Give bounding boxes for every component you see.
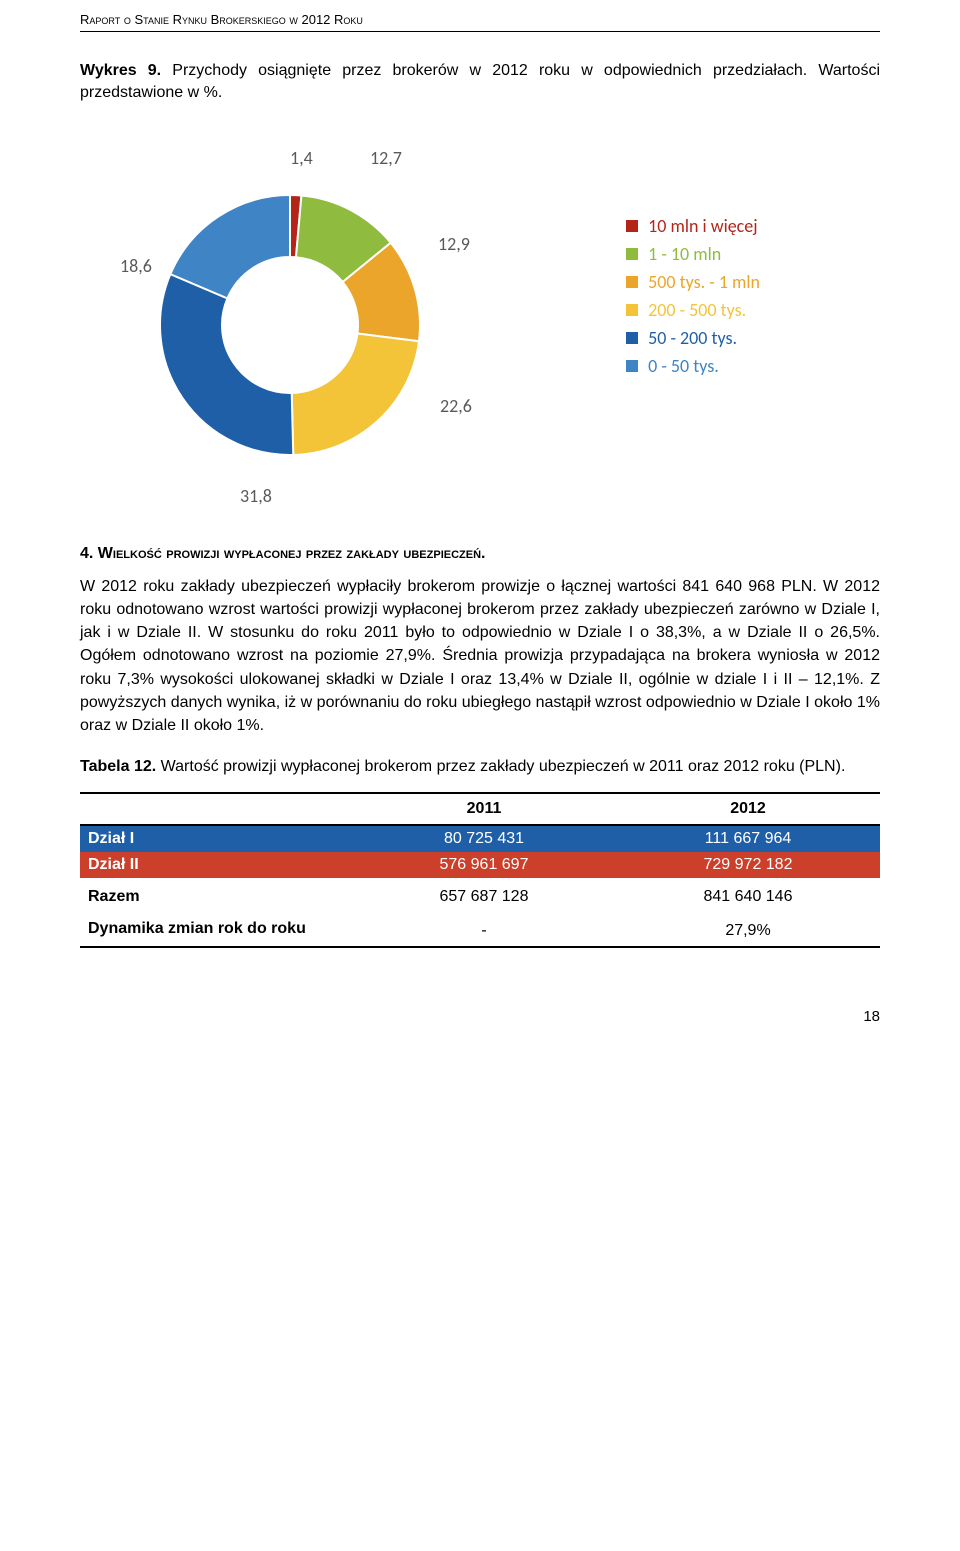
table-caption-prefix: Tabela 12. [80, 758, 156, 775]
slice-label: 12,7 [370, 147, 402, 169]
row-label: Razem [80, 878, 352, 916]
legend-item: 10 mln i więcej [626, 215, 760, 237]
donut-slice [292, 333, 419, 454]
slice-label: 31,8 [240, 485, 272, 507]
cell: 841 640 146 [616, 878, 880, 916]
slice-label: 22,6 [440, 395, 472, 417]
page-number: 18 [80, 1008, 880, 1025]
row-label: Dział I [80, 825, 352, 852]
donut-slice [160, 274, 293, 455]
legend-swatch [626, 304, 638, 316]
row-label: Dział II [80, 852, 352, 878]
cell: 657 687 128 [352, 878, 616, 916]
table-caption: Tabela 12. Wartość prowizji wypłaconej b… [80, 755, 880, 778]
legend-label: 0 - 50 tys. [648, 355, 719, 377]
legend-item: 50 - 200 tys. [626, 327, 760, 349]
row-label: Dynamika zmian rok do roku [80, 916, 352, 947]
cell: 80 725 431 [352, 825, 616, 852]
table-row-dynamics: Dynamika zmian rok do roku - 27,9% [80, 916, 880, 947]
legend-label: 200 - 500 tys. [648, 299, 746, 321]
legend-label: 500 tys. - 1 mln [648, 271, 760, 293]
cell: 27,9% [616, 916, 880, 947]
legend-item: 500 tys. - 1 mln [626, 271, 760, 293]
legend-label: 50 - 200 tys. [648, 327, 737, 349]
section-title: Wielkość prowizji wypłaconej przez zakła… [98, 545, 486, 562]
table-row: Dział I 80 725 431 111 667 964 [80, 825, 880, 852]
slice-label: 1,4 [290, 147, 313, 169]
legend-item: 0 - 50 tys. [626, 355, 760, 377]
body-paragraph: W 2012 roku zakłady ubezpieczeń wypłacił… [80, 575, 880, 737]
slice-label: 12,9 [438, 233, 470, 255]
table-row-total: Razem 657 687 128 841 640 146 [80, 878, 880, 916]
legend-swatch [626, 220, 638, 232]
section-number: 4. [80, 545, 93, 562]
chart-title-prefix: Wykres 9. [80, 62, 161, 79]
report-header: Raport o Stanie Rynku Brokerskiego w 201… [80, 0, 880, 32]
donut-chart [120, 155, 460, 500]
legend-item: 1 - 10 mln [626, 243, 760, 265]
col-2011: 2011 [352, 793, 616, 825]
slice-label: 18,6 [120, 255, 152, 277]
donut-chart-area: 1,412,712,922,631,818,6 10 mln i więcej1… [80, 135, 880, 515]
data-table: 2011 2012 Dział I 80 725 431 111 667 964… [80, 792, 880, 948]
cell: 729 972 182 [616, 852, 880, 878]
legend-swatch [626, 360, 638, 372]
table-row: Dział II 576 961 697 729 972 182 [80, 852, 880, 878]
cell: - [352, 916, 616, 947]
cell: 576 961 697 [352, 852, 616, 878]
legend-swatch [626, 332, 638, 344]
legend-item: 200 - 500 tys. [626, 299, 760, 321]
chart-legend: 10 mln i więcej 1 - 10 mln 500 tys. - 1 ml… [626, 215, 760, 383]
table-caption-rest: Wartość prowizji wypłaconej brokerom prz… [156, 758, 845, 775]
section-heading: 4. Wielkość prowizji wypłaconej przez za… [80, 545, 880, 563]
cell: 111 667 964 [616, 825, 880, 852]
legend-label: 10 mln i więcej [648, 215, 757, 237]
chart-title-rest: Przychody osiągnięte przez brokerów w 20… [80, 62, 880, 101]
legend-label: 1 - 10 mln [648, 243, 721, 265]
legend-swatch [626, 276, 638, 288]
chart-title: Wykres 9. Przychody osiągnięte przez bro… [80, 60, 880, 105]
col-2012: 2012 [616, 793, 880, 825]
legend-swatch [626, 248, 638, 260]
